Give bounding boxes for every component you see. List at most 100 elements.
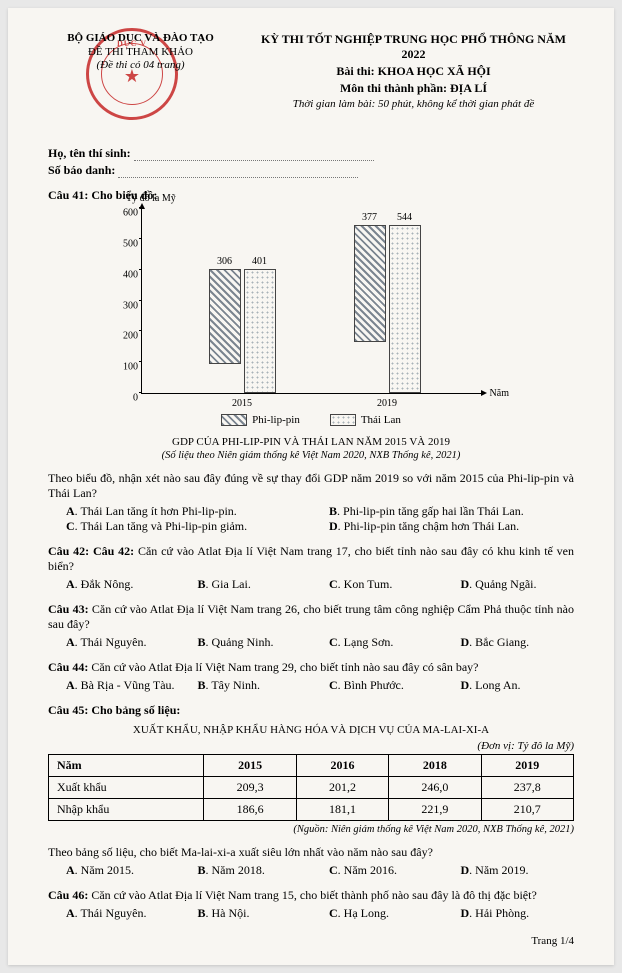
chart-source: (Số liệu theo Niên giám thống kê Việt Na… [141,450,481,461]
q41-option-c: C. Thái Lan tăng và Phi-lip-pin giảm. [48,519,311,534]
table-header-cell: Năm [49,755,204,777]
bar: 306 [209,269,241,363]
q41-option-d: D. Phi-lip-pin tăng chậm hơn Thái Lan. [311,519,574,534]
x-category: 2015 [197,398,287,409]
q41-lead: Theo biểu đồ, nhận xét nào sau đây đúng … [48,471,574,501]
chart-canvas: Tỷ đô la Mỹ Năm 010020030040050060030640… [141,209,481,394]
q45-table: Năm2015201620182019 Xuất khẩu209,3201,22… [48,754,574,821]
bar-value: 544 [397,212,412,223]
bar-value: 377 [362,212,377,223]
table-header-cell: 2019 [481,755,573,777]
bar-value: 306 [217,256,232,267]
bar: 401 [244,269,276,393]
bar: 377 [354,225,386,341]
q45-prompt: Câu 45: Cho bảng số liệu: [48,703,180,717]
q43-options: A. Thái Nguyên. B. Quảng Ninh. C. Lạng S… [48,635,574,650]
q44-option-d: D. Long An. [443,678,575,693]
legend-item: Thái Lan [330,414,401,426]
y-axis-label: Tỷ đô la Mỹ [126,193,176,204]
q43-option-c: C. Lạng Sơn. [311,635,443,650]
bar: 544 [389,225,421,393]
header-left: BỘ GIÁO DỤC VÀ ĐÀO TẠO ĐỀ THI THAM KHẢO … [48,32,233,110]
chart-legend: Phi-lip-pin Thái Lan [141,414,481,426]
legend-swatch-hatch [221,414,247,426]
student-id-line [118,168,358,178]
table-header-cell: 2016 [296,755,388,777]
exam-component: Môn thi thành phần: ĐỊA LÍ [253,81,574,96]
q43-option-a: A. Thái Nguyên. [48,635,180,650]
y-tick: 200 [112,331,138,342]
table-row: Xuất khẩu209,3201,2246,0237,8 [49,777,574,799]
question-42: Câu 42: Câu 42: Căn cứ vào Atlat Địa lí … [48,544,574,574]
y-tick: 100 [112,362,138,373]
question-43: Câu 43: Căn cứ vào Atlat Địa lí Việt Nam… [48,602,574,632]
q44-option-a: A. Bà Rịa - Vũng Tàu. [48,678,180,693]
bar-group: 306401 [197,269,287,393]
header-right: KỲ THI TỐT NGHIỆP TRUNG HỌC PHỔ THÔNG NĂ… [253,32,574,110]
table-cell: 209,3 [204,777,296,799]
y-tick: 400 [112,269,138,280]
table-cell: 201,2 [296,777,388,799]
table-row: Nhập khẩu186,6181,1221,9210,7 [49,799,574,821]
q41-chart: Tỷ đô la Mỹ Năm 010020030040050060030640… [141,209,481,461]
table-cell: 237,8 [481,777,573,799]
q44-options: A. Bà Rịa - Vũng Tàu. B. Tây Ninh. C. Bì… [48,678,574,693]
exam-page: DỤC V ★ BỘ GIÁO DỤC VÀ ĐÀO TẠO ĐỀ THI TH… [8,8,614,965]
student-name-line [134,151,374,161]
table-unit: (Đơn vị: Tỷ đô la Mỹ) [48,740,574,752]
q46-option-b: B. Hà Nội. [180,906,312,921]
q43-option-b: B. Quảng Ninh. [180,635,312,650]
table-cell: 181,1 [296,799,388,821]
header: BỘ GIÁO DỤC VÀ ĐÀO TẠO ĐỀ THI THAM KHẢO … [48,32,574,110]
table-cell: Nhập khẩu [49,799,204,821]
legend-label: Thái Lan [361,414,401,426]
legend-item: Phi-lip-pin [221,414,300,426]
q42-prompt: Câu 42: Câu 42: Căn cứ vào Atlat Địa lí … [48,544,93,558]
question-44: Câu 44: Căn cứ vào Atlat Địa lí Việt Nam… [48,660,574,675]
exam-subject: Bài thi: KHOA HỌC XÃ HỘI [253,64,574,79]
y-tick: 600 [112,208,138,219]
q41-option-b: B. Phi-lip-pin tăng gấp hai lần Thái Lan… [311,504,574,519]
q44-option-b: B. Tây Ninh. [180,678,312,693]
exam-page-count: (Đề thi có 04 trang) [48,59,233,71]
legend-swatch-dots [330,414,356,426]
table-header-cell: 2018 [389,755,481,777]
student-name-label: Họ, tên thí sinh: [48,146,131,160]
student-fields: Họ, tên thí sinh: Số báo danh: [48,146,574,178]
q41-option-a: A. Thái Lan tăng ít hơn Phi-lip-pin. [48,504,311,519]
table-cell: 186,6 [204,799,296,821]
x-axis-label: Năm [490,388,509,399]
table-cell: 210,7 [481,799,573,821]
reference-exam: ĐỀ THI THAM KHẢO [48,46,233,58]
q46-option-d: D. Hải Phòng. [443,906,575,921]
q42-option-b: B. Gia Lai. [180,577,312,592]
table-cell: 246,0 [389,777,481,799]
table-source: (Nguồn: Niên giám thống kê Việt Nam 2020… [48,824,574,835]
exam-title: KỲ THI TỐT NGHIỆP TRUNG HỌC PHỔ THÔNG NĂ… [253,32,574,62]
bar-value: 401 [252,256,267,267]
table-header-cell: 2015 [204,755,296,777]
legend-label: Phi-lip-pin [252,414,300,426]
q42-option-d: D. Quảng Ngãi. [443,577,575,592]
question-46: Câu 46: Căn cứ vào Atlat Địa lí Việt Nam… [48,888,574,903]
q42-option-a: A. Đắk Nông. [48,577,180,592]
q41-options: A. Thái Lan tăng ít hơn Phi-lip-pin. B. … [48,504,574,534]
page-number: Trang 1/4 [48,935,574,947]
x-category: 2019 [342,398,432,409]
chart-caption: GDP CỦA PHI-LIP-PIN VÀ THÁI LAN NĂM 2015… [141,436,481,448]
q43-option-d: D. Bắc Giang. [443,635,575,650]
y-tick: 500 [112,238,138,249]
ministry-name: BỘ GIÁO DỤC VÀ ĐÀO TẠO [48,32,233,44]
table-cell: Xuất khẩu [49,777,204,799]
q42-option-c: C. Kon Tum. [311,577,443,592]
x-axis-arrow-icon [481,390,487,396]
q46-option-c: C. Hạ Long. [311,906,443,921]
table-header-row: Năm2015201620182019 [49,755,574,777]
y-tick: 0 [112,393,138,404]
q44-option-c: C. Bình Phước. [311,678,443,693]
exam-duration: Thời gian làm bài: 50 phút, không kể thờ… [253,98,574,110]
q45-lead: Theo bảng số liệu, cho biết Ma-lai-xi-a … [48,845,574,860]
student-id-label: Số báo danh: [48,163,115,177]
question-45: Câu 45: Cho bảng số liệu: [48,703,574,718]
q46-options: A. Thái Nguyên. B. Hà Nội. C. Hạ Long. D… [48,906,574,921]
